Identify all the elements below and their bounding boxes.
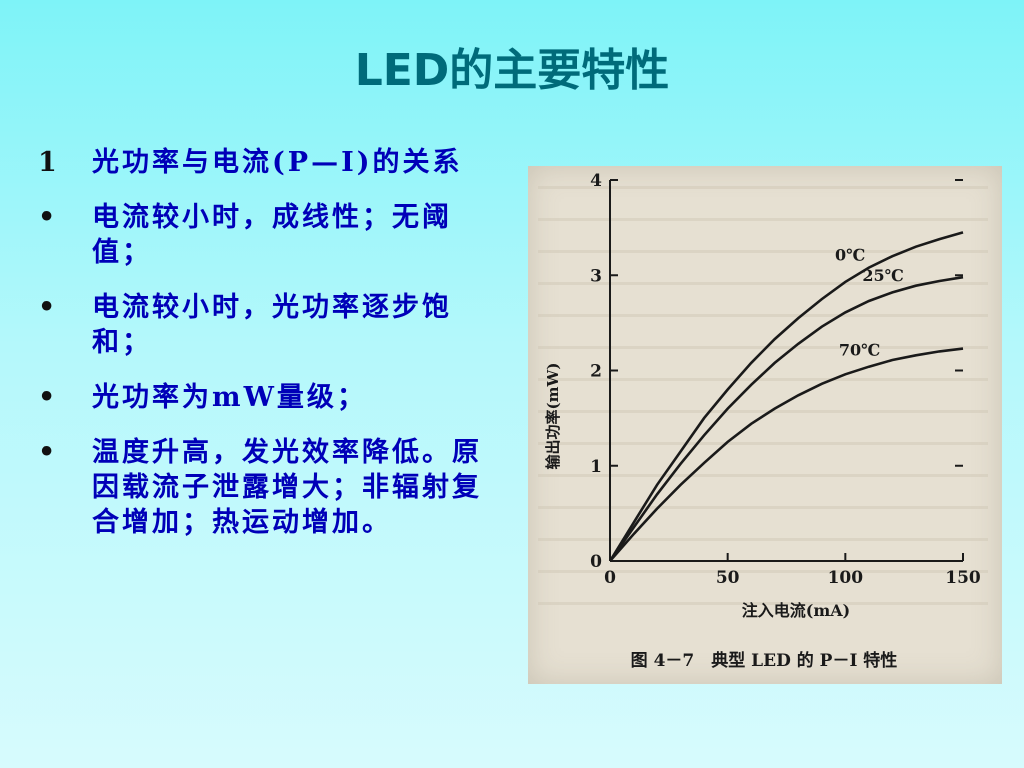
bullet-marker: • bbox=[38, 382, 56, 413]
scan-texture-line bbox=[538, 186, 988, 189]
scan-texture-line bbox=[538, 218, 988, 221]
x-tick-label: 150 bbox=[945, 568, 981, 588]
x-tick-label: 50 bbox=[716, 568, 740, 588]
series-label: 25℃ bbox=[862, 266, 903, 285]
scan-texture-line bbox=[538, 250, 988, 253]
figure-caption: 图 4－7 典型 LED 的 P－I 特性 bbox=[631, 650, 898, 671]
bullet-text: 电流较小时，光功率逐步饱和； bbox=[92, 292, 452, 358]
x-tick-label: 0 bbox=[604, 568, 616, 588]
bullet-text: 电流较小时，成线性；无阈值； bbox=[92, 202, 452, 268]
scan-texture-line bbox=[538, 442, 988, 445]
bullet-item: 1 光功率与电流(P—I)的关系 bbox=[38, 145, 498, 180]
slide-title: LED的主要特性 bbox=[354, 45, 670, 96]
bullet-item: • 光功率为mW量级； bbox=[38, 380, 498, 415]
bullet-list: 1 光功率与电流(P—I)的关系 • 电流较小时，成线性；无阈值； • 电流较小… bbox=[38, 145, 498, 560]
scan-texture-line bbox=[538, 410, 988, 413]
bullet-marker: 1 bbox=[38, 147, 57, 178]
series-line bbox=[608, 275, 964, 562]
scan-texture-line bbox=[538, 314, 988, 317]
bullet-item: • 温度升高，发光效率降低。原因载流子泄露增大；非辐射复合增加；热运动增加。 bbox=[38, 435, 498, 540]
scan-texture-line bbox=[538, 282, 988, 285]
y-tick-label: 3 bbox=[590, 266, 602, 286]
scan-texture-line bbox=[538, 346, 988, 349]
bullet-marker: • bbox=[38, 437, 56, 468]
pi-characteristic-figure: 0 1 2 3 4 0 50 100 150 0℃ 25℃ 70℃ 输出功率(mW) 注入电流(mA… bbox=[528, 166, 1002, 684]
scan-background-texture bbox=[538, 186, 988, 605]
series-line bbox=[609, 347, 964, 562]
bullet-text: 温度升高，发光效率降低。原因载流子泄露增大；非辐射复合增加；热运动增加。 bbox=[92, 437, 482, 538]
series-label: 70℃ bbox=[839, 340, 880, 359]
bullet-item: • 电流较小时，光功率逐步饱和； bbox=[38, 290, 498, 360]
x-tick-label: 100 bbox=[828, 568, 864, 588]
y-tick-label: 2 bbox=[590, 362, 602, 382]
y-tick-label: 1 bbox=[590, 457, 602, 477]
scan-texture-line bbox=[538, 538, 988, 541]
y-tick-label: 4 bbox=[590, 171, 602, 191]
series-label: 0℃ bbox=[835, 245, 865, 264]
scan-texture-line bbox=[538, 570, 988, 573]
bullet-marker: • bbox=[38, 202, 56, 233]
bullet-item: • 电流较小时，成线性；无阈值； bbox=[38, 200, 498, 270]
chart-axes: 0 1 2 3 4 0 50 100 150 bbox=[590, 171, 981, 588]
y-axis-label: 输出功率(mW) bbox=[544, 363, 562, 470]
pi-chart: 0 1 2 3 4 0 50 100 150 0℃ 25℃ 70℃ 输出功率(mW) 注入电流(mA… bbox=[538, 171, 988, 671]
scan-texture-line bbox=[538, 602, 988, 605]
bullet-text: 光功率为mW量级； bbox=[92, 382, 367, 413]
x-axis-label: 注入电流(mA) bbox=[742, 601, 851, 620]
bullet-text: 光功率与电流(P—I)的关系 bbox=[92, 147, 463, 178]
series-line bbox=[608, 231, 964, 562]
scan-texture-line bbox=[538, 378, 988, 381]
chart-series: 0℃ 25℃ 70℃ bbox=[608, 231, 964, 562]
y-tick-label: 0 bbox=[590, 552, 602, 572]
scan-texture-line bbox=[538, 506, 988, 509]
bullet-marker: • bbox=[38, 292, 56, 323]
scan-texture-line bbox=[538, 474, 988, 477]
